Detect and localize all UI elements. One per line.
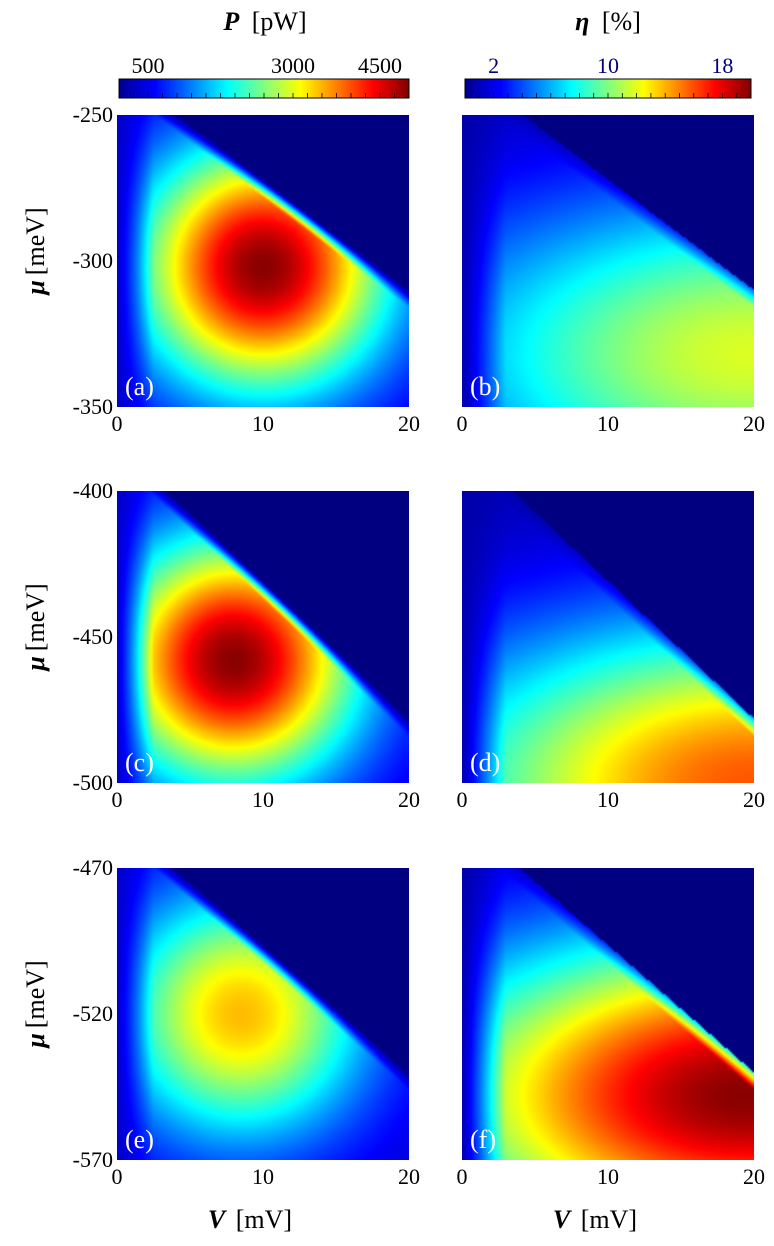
x-label-symbol: V xyxy=(208,1205,228,1234)
panel-label: (f) xyxy=(470,1125,496,1154)
y-tick-label: -500 xyxy=(73,770,113,795)
x-tick-label: 10 xyxy=(252,787,274,812)
y-tick-label: -400 xyxy=(73,478,113,503)
x-label-unit: [mV] xyxy=(581,1205,637,1234)
x-tick-label: 20 xyxy=(743,411,765,436)
x-tick-label: 10 xyxy=(597,411,619,436)
x-tick-label: 20 xyxy=(398,1164,420,1189)
panel-label: (a) xyxy=(125,372,154,401)
x-tick-label: 0 xyxy=(112,787,123,812)
y-axis-labels: μ [meV] μ [meV] μ [meV] xyxy=(21,207,50,1049)
colorbar-efficiency-ticks xyxy=(478,93,738,98)
heatmap xyxy=(462,115,754,407)
y-axis-label: μ [meV] xyxy=(21,207,50,296)
x-tick-label: 10 xyxy=(597,787,619,812)
x-axis-label-left: V [mV] xyxy=(208,1205,292,1234)
column-title-power: P [pW] xyxy=(222,7,306,36)
panel-e: (e)0 10 20 -470 -520 -570 xyxy=(73,855,420,1189)
x-tick-label: 0 xyxy=(457,787,468,812)
panel-label: (e) xyxy=(125,1125,154,1154)
colorbar-power: 500 3000 4500 xyxy=(118,53,410,99)
x-tick-label: 20 xyxy=(398,411,420,436)
panel-label: (c) xyxy=(125,748,154,777)
y-axis-label: μ [meV] xyxy=(21,960,50,1049)
colorbar-efficiency-labels: 2 10 18 xyxy=(488,53,733,78)
colorbar-tick-label: 2 xyxy=(488,53,499,78)
heatmap xyxy=(117,115,409,407)
y-label-symbol: μ xyxy=(21,656,50,672)
panel-c: (c)0 10 20 -400 -450 -500 xyxy=(73,478,420,812)
y-tick-label: -300 xyxy=(73,248,113,273)
heatmap xyxy=(462,491,754,783)
efficiency-unit: [%] xyxy=(602,7,641,36)
power-symbol: P xyxy=(222,7,240,36)
panel-a: (a)0 10 20 -250 -300 -350 xyxy=(73,102,420,436)
y-label-unit: [meV] xyxy=(21,960,50,1028)
x-tick-label: 0 xyxy=(457,411,468,436)
x-label-symbol: V xyxy=(553,1205,573,1234)
x-tick-label: 20 xyxy=(743,787,765,812)
x-tick-label: 20 xyxy=(398,787,420,812)
y-tick-label: -570 xyxy=(73,1147,113,1172)
heatmap xyxy=(117,491,409,783)
x-tick-label: 10 xyxy=(252,1164,274,1189)
panel-f: (f)0 10 20 xyxy=(457,868,765,1189)
panel-label: (b) xyxy=(470,372,500,401)
colorbar-power-labels: 500 3000 4500 xyxy=(132,53,403,78)
power-unit: [pW] xyxy=(252,7,307,36)
y-tick-label: -520 xyxy=(73,1001,113,1026)
x-tick-label: 20 xyxy=(743,1164,765,1189)
panel-label: (d) xyxy=(470,748,500,777)
colorbar-tick-label: 10 xyxy=(597,53,619,78)
x-label-unit: [mV] xyxy=(236,1205,292,1234)
x-axis-label-right: V [mV] xyxy=(553,1205,637,1234)
colorbar-power-ticks xyxy=(133,93,395,98)
heatmap xyxy=(462,868,754,1160)
y-axis-label: μ [meV] xyxy=(21,583,50,672)
y-tick-label: -470 xyxy=(73,855,113,880)
panel-d: (d)0 10 20 xyxy=(457,491,765,812)
x-tick-label: 10 xyxy=(597,1164,619,1189)
column-title-efficiency: η [%] xyxy=(575,7,641,36)
colorbar-tick-label: 4500 xyxy=(358,53,402,78)
x-tick-label: 0 xyxy=(457,1164,468,1189)
colorbar-tick-label: 18 xyxy=(711,53,733,78)
y-label-symbol: μ xyxy=(21,1033,50,1049)
colorbar-efficiency: 2 10 18 xyxy=(464,53,752,99)
y-label-symbol: μ xyxy=(21,280,50,296)
y-label-unit: [meV] xyxy=(21,583,50,651)
x-tick-label: 0 xyxy=(112,1164,123,1189)
panel-b: (b)0 10 20 xyxy=(457,115,765,436)
y-label-unit: [meV] xyxy=(21,207,50,275)
colorbar-tick-label: 3000 xyxy=(271,53,315,78)
x-tick-label: 0 xyxy=(112,411,123,436)
efficiency-symbol: η xyxy=(575,7,589,36)
y-tick-label: -450 xyxy=(73,624,113,649)
colorbar-tick-label: 500 xyxy=(132,53,165,78)
x-tick-label: 10 xyxy=(252,411,274,436)
heatmap xyxy=(117,868,409,1160)
y-tick-label: -250 xyxy=(73,102,113,127)
panels: (a)0 10 20-250-300-350(b)0 10 20(c)0 10 20-400… xyxy=(73,102,765,1189)
y-tick-label: -350 xyxy=(73,394,113,419)
